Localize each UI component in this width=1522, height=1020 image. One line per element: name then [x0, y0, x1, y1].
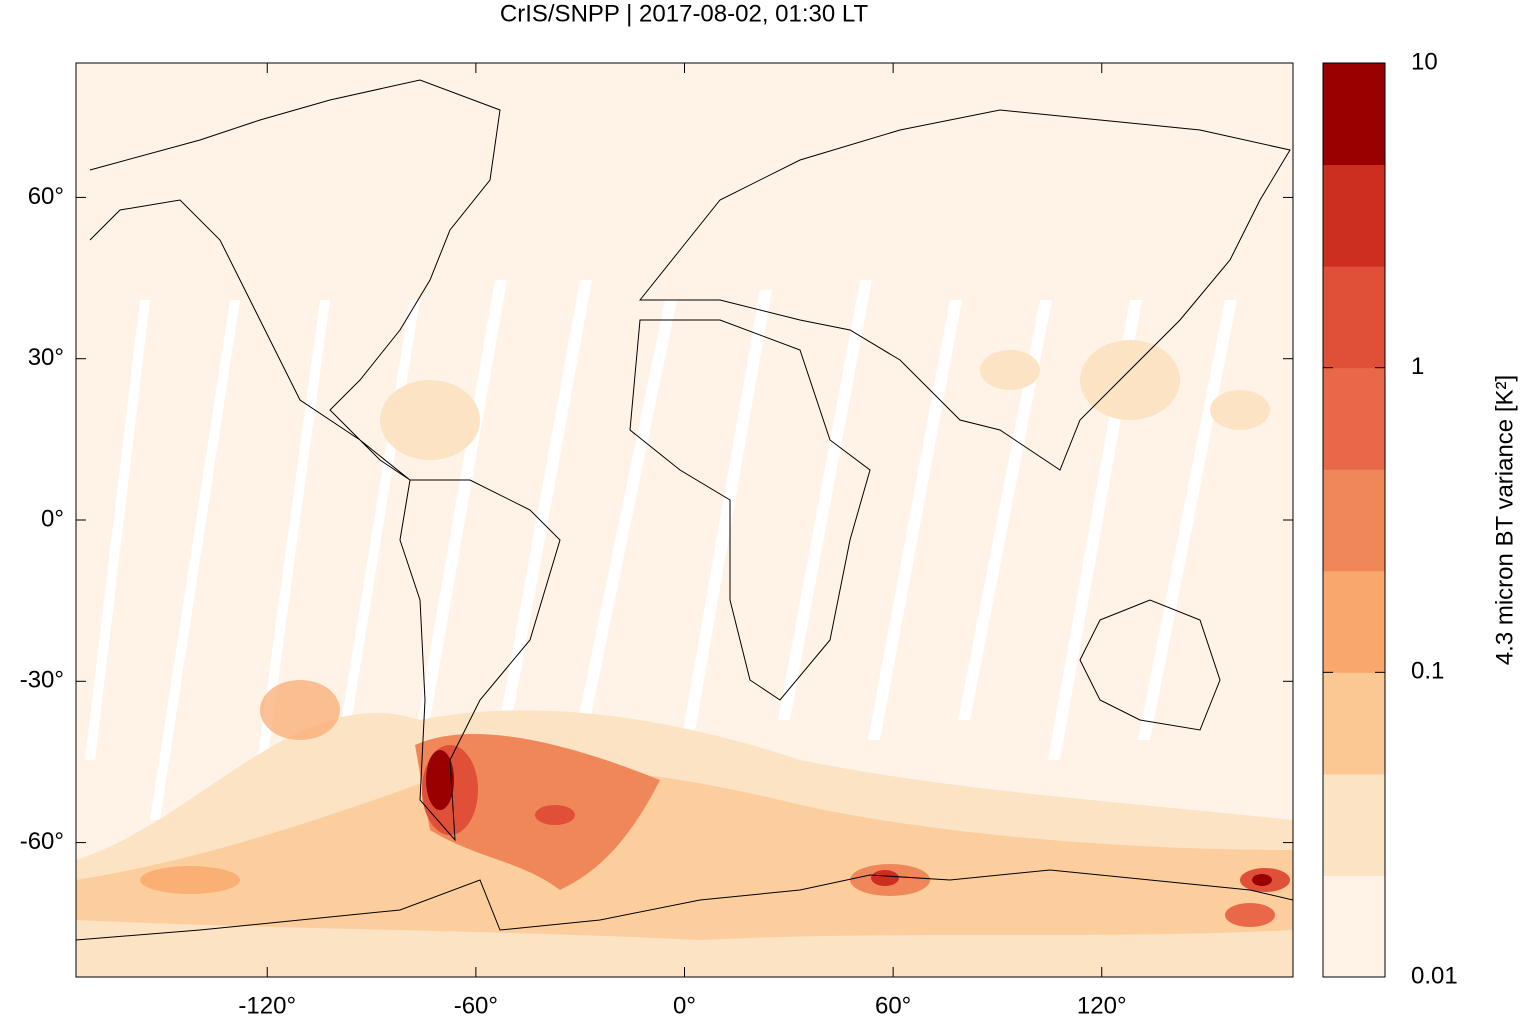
x-tick-label: 0°: [673, 992, 696, 1019]
y-tick-label: 60°: [28, 183, 64, 210]
x-tick-label: 60°: [875, 992, 911, 1019]
coastlines: [76, 79, 1293, 941]
y-tick-label: -60°: [20, 828, 64, 855]
colorbar-band: [1323, 266, 1385, 369]
map-field: [76, 63, 1293, 977]
y-tick-label: 30°: [28, 344, 64, 371]
chart-title: CrIS/SNPP | 2017-08-02, 01:30 LT: [500, 0, 869, 27]
field-blobs: [76, 340, 1293, 977]
colorbar-band: [1323, 469, 1385, 572]
colorbar-band: [1323, 367, 1385, 470]
y-tick-label: 0°: [41, 505, 64, 532]
x-tick-label: 120°: [1077, 992, 1127, 1019]
y-tick-label: -30°: [20, 667, 64, 694]
colorbar-tick-label: 0.01: [1411, 962, 1458, 989]
x-tick-label: -60°: [454, 992, 498, 1019]
colorbar-band: [1323, 875, 1385, 978]
x-tick-label: -120°: [238, 992, 296, 1019]
colorbar-tick-label: 10: [1411, 48, 1438, 75]
colorbar-band: [1323, 570, 1385, 673]
colorbar-band: [1323, 773, 1385, 876]
colorbar-label: 4.3 micron BT variance [K²]: [1491, 375, 1518, 665]
colorbar-band: [1323, 164, 1385, 267]
colorbar-band: [1323, 672, 1385, 775]
colorbar-frame: [1322, 62, 1386, 978]
swath-gaps: [85, 280, 1237, 850]
colorbar-tick-label: 1: [1411, 353, 1424, 380]
colorbar-tick-label: 0.1: [1411, 658, 1444, 685]
colorbar-band: [1323, 63, 1385, 166]
